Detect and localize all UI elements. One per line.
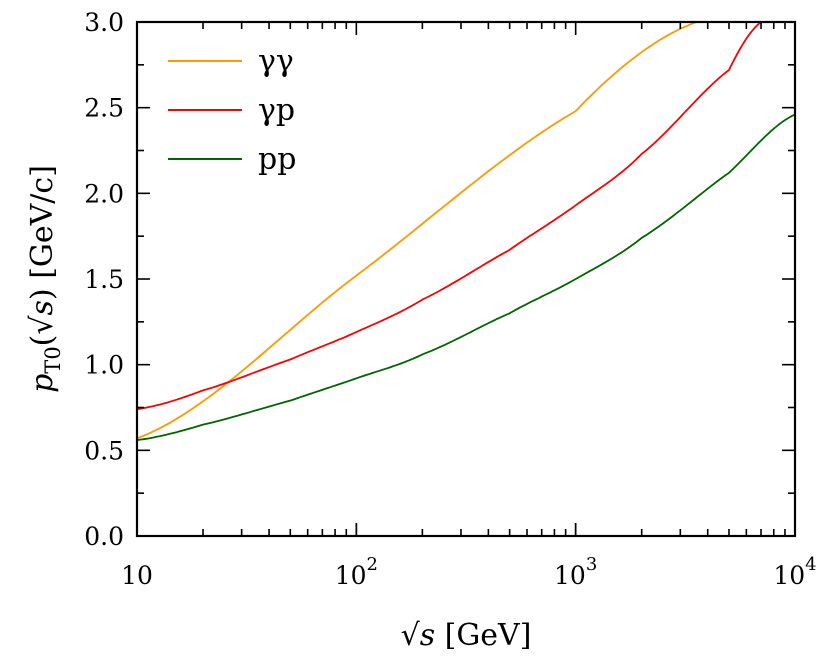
- x-tick-label: 10: [121, 561, 153, 590]
- series-line-2: [137, 113, 795, 441]
- x-tick-label: 104: [773, 554, 816, 590]
- ticks: [136, 21, 796, 537]
- legend-label: pp: [258, 142, 296, 177]
- series-line-1: [137, 22, 762, 411]
- x-axis-label: √s [GeV]: [401, 618, 532, 653]
- x-tick-label: 102: [335, 554, 378, 590]
- legend-label: γγ: [258, 44, 294, 79]
- legend: γγ γp pp: [168, 44, 296, 177]
- y-tick-label: 1.5: [84, 265, 124, 294]
- legend-label: γp: [258, 93, 295, 128]
- y-tick-label: 0.5: [84, 436, 124, 465]
- y-tick-label: 0.0: [84, 522, 124, 551]
- y-tick-label: 2.0: [84, 179, 124, 208]
- y-axis-label: pT0(√s) [GeV/c]: [25, 165, 65, 393]
- series-line-0: [137, 22, 697, 440]
- y-tick-label: 1.0: [84, 351, 124, 380]
- y-tick-label: 2.5: [84, 94, 124, 123]
- y-tick-label: 3.0: [84, 8, 124, 37]
- x-tick-label: 103: [554, 554, 597, 590]
- curves: [137, 22, 795, 441]
- tick-labels: 10 102 103 104 0.0 0.5 1.0 1.5 2.0 2.5 3.0: [84, 8, 816, 590]
